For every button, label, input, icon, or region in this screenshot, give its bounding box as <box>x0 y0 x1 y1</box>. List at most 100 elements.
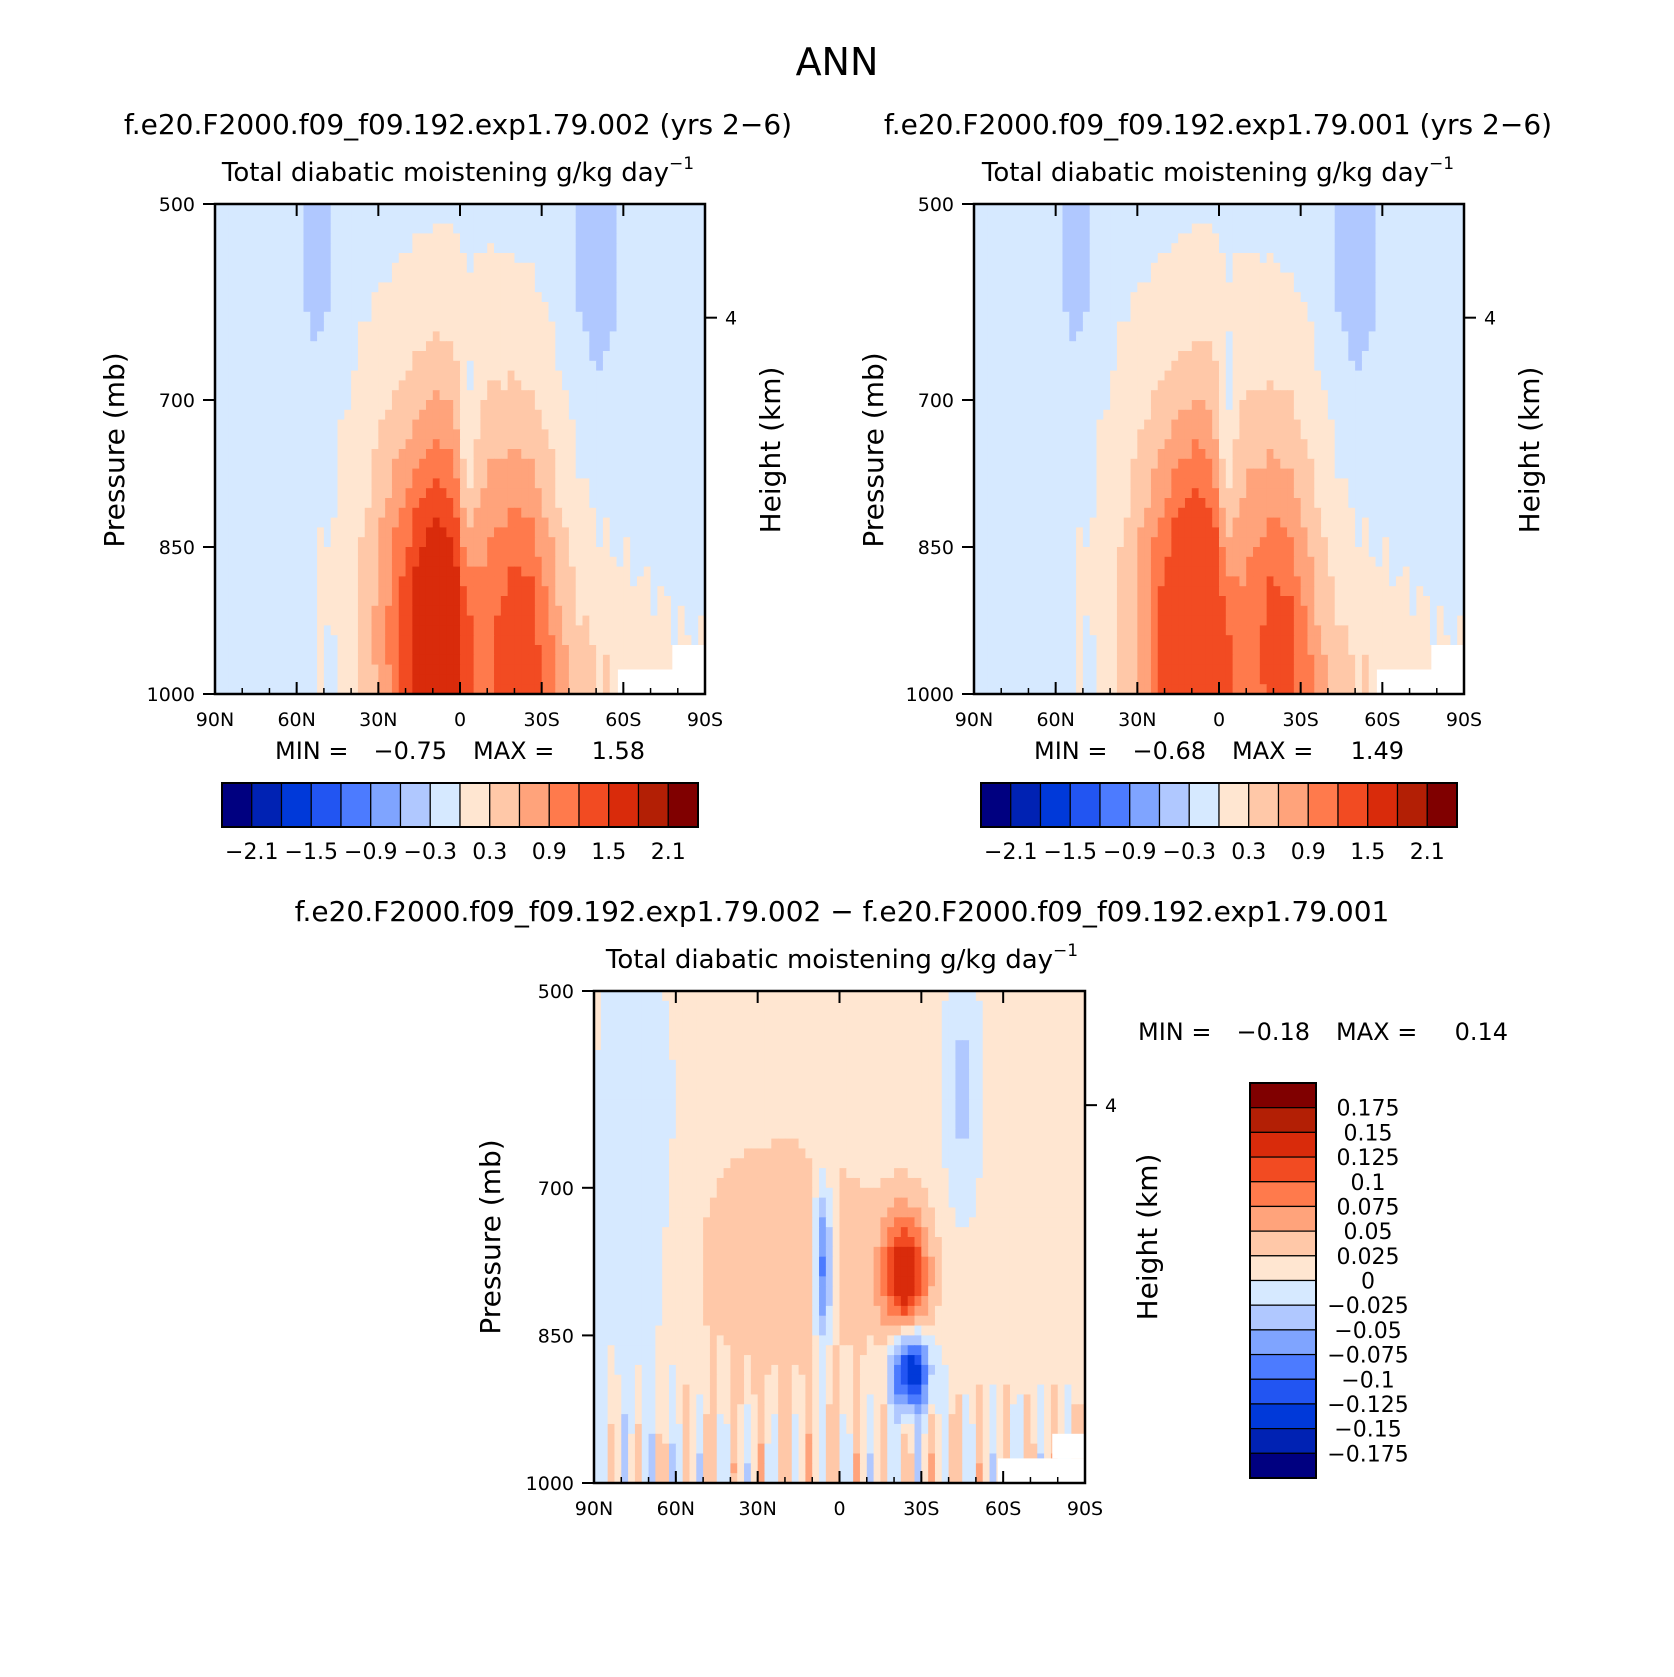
field-cell <box>657 488 665 499</box>
field-cell <box>364 684 373 695</box>
field-cell <box>351 429 359 440</box>
field-cell <box>276 615 284 626</box>
field-cell <box>1341 282 1349 293</box>
field-cell <box>262 282 271 293</box>
field-cell <box>1225 370 1234 381</box>
x-tick-label: 60S <box>605 709 641 731</box>
field-cell <box>677 204 686 215</box>
field-cell <box>596 537 604 548</box>
field-cell <box>419 645 427 656</box>
field-cell <box>1355 321 1363 332</box>
field-cell <box>548 458 556 470</box>
field-cell <box>589 488 597 499</box>
field-cell <box>534 684 543 695</box>
field-cell <box>1191 341 1200 352</box>
field-cell <box>664 321 672 332</box>
field-cell <box>1171 253 1179 264</box>
field-cell <box>684 341 692 352</box>
field-cell <box>602 605 611 617</box>
field-cell <box>1096 223 1104 234</box>
field-cell <box>1334 233 1343 244</box>
field-cell <box>691 507 699 519</box>
field-cell <box>1314 321 1322 332</box>
field-cell <box>630 507 638 519</box>
field-cell <box>473 498 482 509</box>
field-cell <box>609 664 618 675</box>
field-cell <box>283 360 291 372</box>
field-cell <box>398 233 407 244</box>
field-cell <box>555 576 563 587</box>
field-cell <box>630 429 638 440</box>
field-cell <box>215 468 223 479</box>
field-cell <box>1219 223 1227 234</box>
field-cell <box>412 654 420 666</box>
field-cell <box>677 311 686 323</box>
field-cell <box>344 556 352 568</box>
field-cell <box>1314 341 1322 352</box>
field-cell <box>1225 331 1234 342</box>
field-cell <box>1205 253 1213 264</box>
field-cell <box>528 302 536 313</box>
field-cell <box>215 605 223 617</box>
field-cell <box>630 419 638 430</box>
field-cell <box>582 674 590 685</box>
field-cell <box>616 449 624 460</box>
field-cell <box>684 517 692 528</box>
y-tick-label: 700 <box>159 390 195 412</box>
field-cell <box>596 380 604 391</box>
field-cell <box>480 625 488 636</box>
field-cell <box>1300 370 1309 381</box>
field-cell <box>1076 262 1084 274</box>
field-cell <box>1423 341 1431 352</box>
field-cell <box>589 409 597 421</box>
field-cell <box>575 664 584 675</box>
field-cell <box>398 253 407 264</box>
field-cell <box>460 272 468 283</box>
field-cell <box>1048 262 1057 274</box>
field-cell <box>1116 204 1125 215</box>
field-cell <box>1321 331 1329 342</box>
field-cell <box>323 625 332 636</box>
field-cell <box>1341 331 1349 342</box>
field-cell <box>602 321 611 332</box>
field-cell <box>616 635 624 646</box>
field-cell <box>439 233 447 244</box>
field-cell <box>1035 370 1043 381</box>
field-cell <box>344 409 352 421</box>
field-cell <box>385 292 393 303</box>
field-cell <box>357 243 366 254</box>
field-cell <box>521 458 529 470</box>
field-cell <box>528 429 536 440</box>
field-cell <box>582 243 590 254</box>
field-cell <box>582 458 590 470</box>
field-cell <box>344 223 352 234</box>
field-cell <box>249 439 257 450</box>
field-cell <box>371 537 379 548</box>
min-value: −0.75 <box>373 737 447 765</box>
field-cell <box>1436 243 1445 254</box>
field-cell <box>562 566 570 577</box>
field-cell <box>1008 282 1016 293</box>
field-cell <box>596 674 604 685</box>
field-cell <box>385 615 393 626</box>
field-cell <box>657 204 665 215</box>
field-cell <box>1375 302 1383 313</box>
field-cell <box>1402 223 1411 234</box>
field-cell <box>1314 351 1322 362</box>
field-cell <box>1137 311 1145 323</box>
field-cell <box>534 498 543 509</box>
field-cell <box>357 449 366 460</box>
field-cell <box>636 331 645 342</box>
field-cell <box>215 674 223 685</box>
field-cell <box>1157 321 1166 332</box>
field-cell <box>596 478 604 489</box>
field-cell <box>994 351 1002 362</box>
field-cell <box>555 390 563 401</box>
field-cell <box>684 419 692 430</box>
field-cell <box>1307 233 1315 244</box>
field-cell <box>1076 360 1084 372</box>
field-cell <box>1035 331 1043 342</box>
field-cell <box>555 615 563 626</box>
field-cell <box>1123 292 1132 303</box>
field-cell <box>289 576 298 587</box>
